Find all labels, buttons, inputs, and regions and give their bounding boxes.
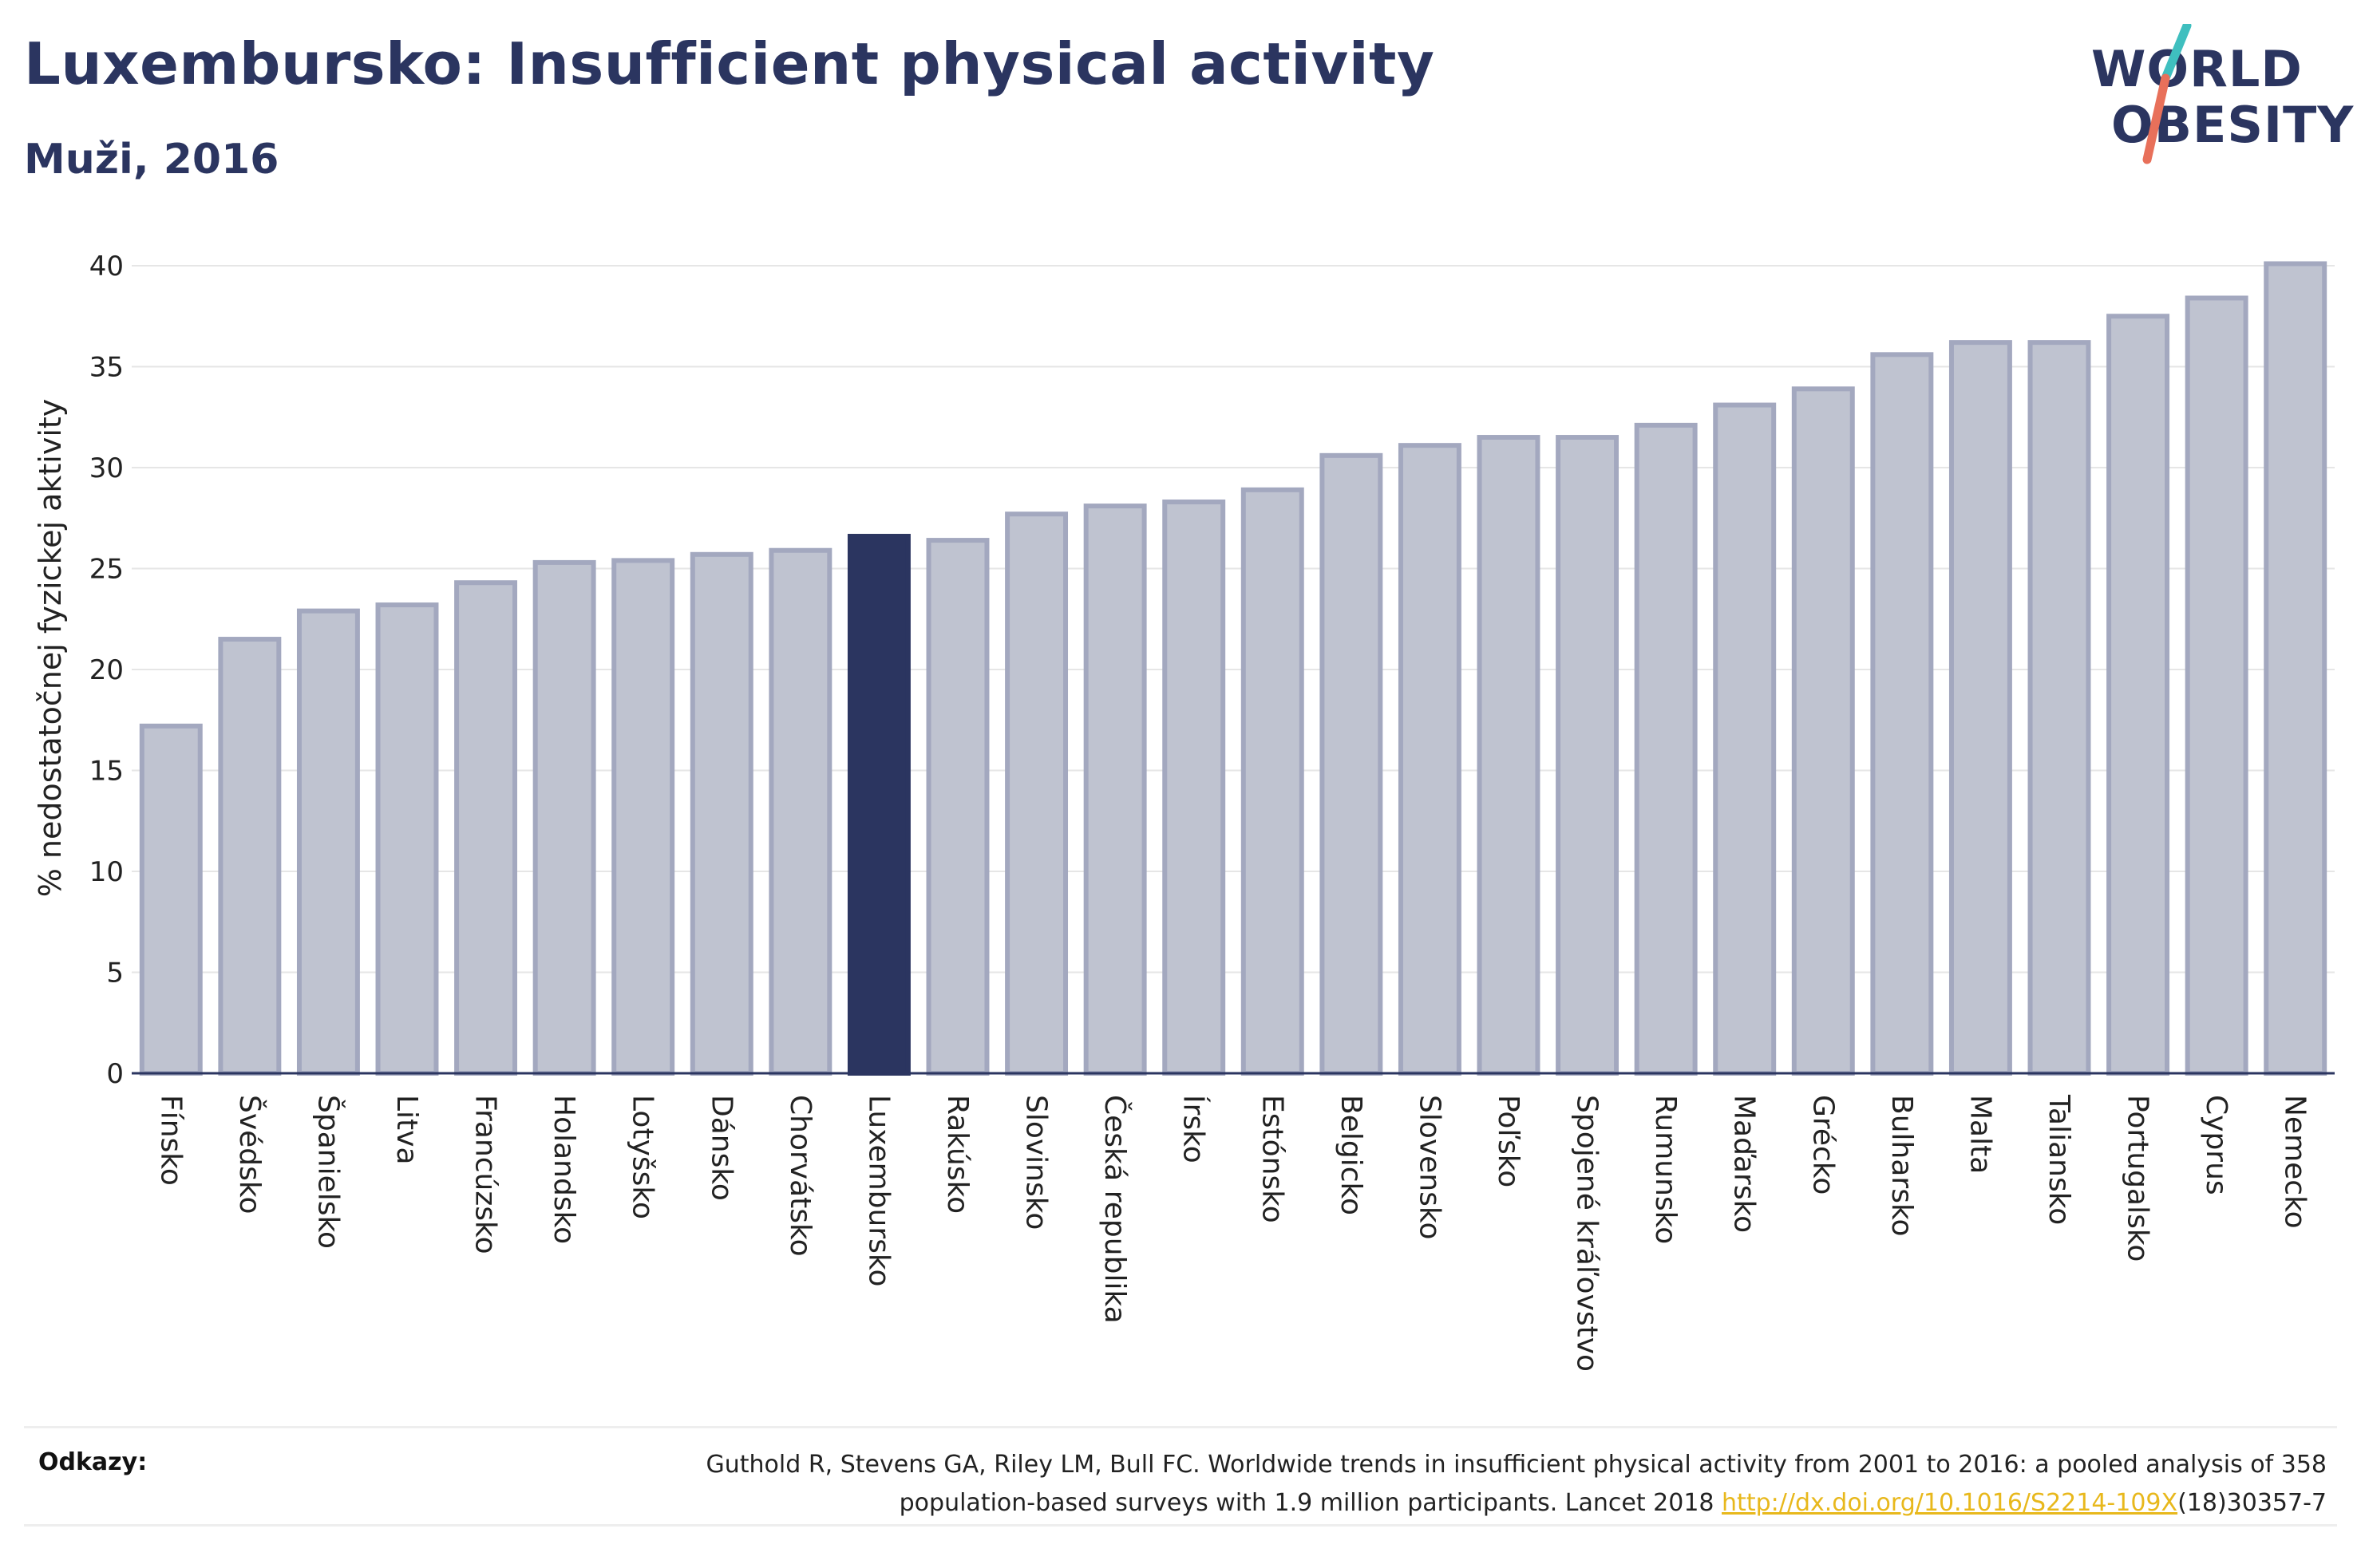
y-tick-label: 20: [89, 654, 124, 686]
x-tick-label: Česká republika: [1098, 1095, 1132, 1324]
bar[interactable]: [1162, 500, 1226, 1076]
chart-title: Luxembursko: Insufficient physical activ…: [24, 30, 1435, 97]
bar[interactable]: [1240, 487, 1304, 1076]
bar[interactable]: [769, 547, 832, 1076]
x-tick-label: Cyprus: [2200, 1095, 2232, 1195]
bar[interactable]: [454, 580, 518, 1076]
reference-line-1: Guthold R, Stevens GA, Riley LM, Bull FC…: [706, 1451, 2327, 1479]
references-top-divider: [24, 1426, 2337, 1428]
bar[interactable]: [1713, 402, 1777, 1076]
x-tick-label: Holandsko: [548, 1095, 580, 1244]
reference-line-2: population-based surveys with 1.9 millio…: [331, 1484, 2327, 1523]
bar[interactable]: [1948, 340, 2012, 1076]
x-tick-label: Malta: [1964, 1095, 1996, 1174]
y-tick-label: 40: [89, 251, 124, 282]
y-tick-label: 10: [89, 856, 124, 888]
references-text: Guthold R, Stevens GA, Riley LM, Bull FC…: [331, 1446, 2327, 1523]
y-tick-label: 5: [106, 958, 124, 989]
reference-line-2-start: population-based surveys with 1.9 millio…: [899, 1489, 1722, 1517]
logo-slash-icon: [2142, 24, 2192, 164]
reference-doi-link[interactable]: http://dx.doi.org/10.1016/S2214-109X: [1722, 1489, 2178, 1517]
reference-line-2-end: (18)30357-7: [2177, 1489, 2327, 1517]
bar[interactable]: [1398, 443, 1461, 1076]
bar[interactable]: [2027, 340, 2091, 1076]
bar[interactable]: [1005, 511, 1069, 1076]
x-tick-label: Lotyšsko: [627, 1095, 659, 1219]
y-axis-label: % nedostatočnej fyzickej aktivity: [33, 399, 68, 898]
x-tick-label: Írsko: [1177, 1095, 1211, 1163]
x-tick-label: Španielsko: [311, 1095, 345, 1249]
x-tick-label: Poľsko: [1492, 1095, 1525, 1187]
bar[interactable]: [2264, 261, 2327, 1076]
bars: [139, 261, 2327, 1076]
x-tick-label: Spojené kráľovstvo: [1571, 1095, 1604, 1372]
x-tick-label: Maďarsko: [1728, 1095, 1761, 1233]
y-tick-label: 35: [89, 352, 124, 384]
bar-chart: 0 5 10 15 20 25 30 35 40 Fínsko Švédsko Španielsko…: [33, 251, 2335, 1372]
y-tick-label: 30: [89, 452, 124, 484]
bar[interactable]: [1319, 452, 1383, 1076]
y-tick-label: 25: [89, 554, 124, 586]
x-tick-label: Luxembursko: [862, 1095, 895, 1286]
x-tick-label: Fínsko: [154, 1095, 187, 1186]
bar[interactable]: [1477, 435, 1540, 1076]
x-tick-label: Švédsko: [233, 1095, 267, 1215]
x-tick-label: Dánsko: [705, 1095, 738, 1201]
x-tick-label: Grécko: [1806, 1095, 1839, 1195]
logo-word-world: WORLD: [2091, 40, 2303, 98]
y-tick-label: 0: [106, 1058, 124, 1090]
bar[interactable]: [690, 551, 753, 1076]
references-label: Odkazy:: [38, 1448, 148, 1476]
bar[interactable]: [296, 608, 360, 1076]
bar[interactable]: [1083, 504, 1147, 1076]
bar[interactable]: [611, 558, 675, 1076]
bar[interactable]: [375, 602, 439, 1076]
bar[interactable]: [139, 723, 203, 1076]
x-tick-label: Slovensko: [1413, 1095, 1445, 1240]
x-tick-label: Francúzsko: [469, 1095, 502, 1254]
x-tick-label: Slovinsko: [1020, 1095, 1053, 1230]
world-obesity-logo[interactable]: WORLD OBESITY: [2083, 24, 2353, 168]
x-tick-labels: Fínsko Švédsko Španielsko Litva Francúzsko Ho…: [154, 1094, 2311, 1372]
y-tick-labels: 0 5 10 15 20 25 30 35 40: [89, 251, 124, 1090]
bar[interactable]: [926, 538, 990, 1076]
bar[interactable]: [1556, 435, 1619, 1076]
x-tick-label: Taliansko: [2043, 1094, 2075, 1225]
x-tick-label: Litva: [390, 1095, 423, 1165]
x-tick-label: Bulharsko: [1885, 1095, 1918, 1237]
bar[interactable]: [1870, 352, 1934, 1076]
bar[interactable]: [532, 559, 596, 1076]
x-tick-label: Estónsko: [1256, 1095, 1288, 1223]
x-tick-label: Nemecko: [2279, 1095, 2312, 1229]
references-bottom-divider: [24, 1524, 2337, 1527]
bar[interactable]: [1634, 422, 1698, 1076]
chart-subtitle: Muži, 2016: [24, 136, 279, 184]
bar[interactable]: [2106, 314, 2170, 1076]
x-tick-label: Chorvátsko: [784, 1095, 817, 1257]
x-tick-label: Rumunsko: [1649, 1095, 1682, 1244]
bar[interactable]: [2185, 295, 2248, 1076]
bar[interactable]: [218, 637, 282, 1076]
x-tick-label: Rakúsko: [941, 1095, 974, 1214]
bar-highlighted[interactable]: [847, 534, 911, 1076]
x-tick-label: Portugalsko: [2122, 1095, 2154, 1262]
bar[interactable]: [1791, 386, 1855, 1076]
x-tick-label: Belgicko: [1335, 1095, 1367, 1215]
y-tick-label: 15: [89, 756, 124, 788]
